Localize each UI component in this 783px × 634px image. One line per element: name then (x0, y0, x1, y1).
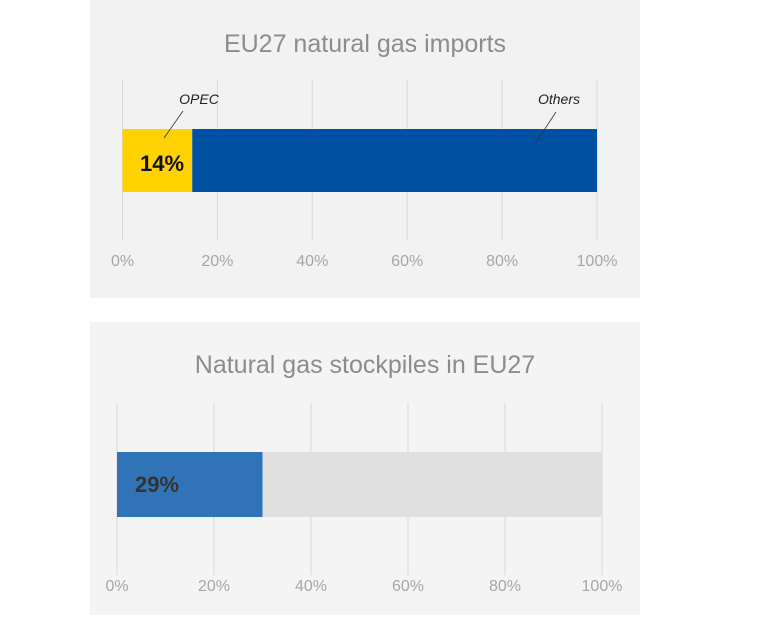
others-leader-line (536, 111, 557, 142)
x-tick-label: 0% (111, 253, 134, 270)
bar-segment-opec (122, 129, 193, 192)
x-tick-label: 20% (198, 578, 230, 595)
chart-title: Natural gas stockpiles in EU27 (195, 351, 535, 379)
x-tick-label: 60% (392, 578, 424, 595)
opec-leader-line (163, 110, 184, 139)
x-tick-label: 80% (486, 253, 518, 270)
x-tick-labels: 0% 20% 40% 60% 80% 100% (105, 578, 622, 595)
data-label-stockpiles: 29% (135, 472, 179, 497)
x-tick-label: 40% (295, 578, 327, 595)
bar-segment-series-0 (117, 452, 263, 517)
data-label-opec: 14% (140, 151, 184, 176)
x-tick-labels: 0% 20% 40% 60% 80% 100% (111, 253, 618, 270)
legend-label-others: Others (538, 91, 580, 107)
x-tick-label: 40% (296, 253, 328, 270)
x-tick-label: 0% (105, 578, 128, 595)
legend-label-opec: OPEC (179, 91, 220, 107)
x-tick-label: 60% (391, 253, 423, 270)
x-tick-label: 100% (577, 253, 618, 270)
x-tick-label: 80% (489, 578, 521, 595)
x-tick-label: 20% (201, 253, 233, 270)
chart-eu27-gas-imports: EU27 natural gas imports 0% 20% 40% 60% 80% 1… (90, 0, 640, 298)
bars (117, 452, 602, 517)
x-tick-label: 100% (582, 578, 623, 595)
bars (122, 129, 597, 192)
bar-segment-others (192, 129, 597, 192)
chart-title: EU27 natural gas imports (224, 30, 506, 58)
chart-gas-stockpiles: Natural gas stockpiles in EU27 0% 20% 40% 6… (90, 322, 640, 615)
bar-segment-series-1 (262, 452, 602, 517)
